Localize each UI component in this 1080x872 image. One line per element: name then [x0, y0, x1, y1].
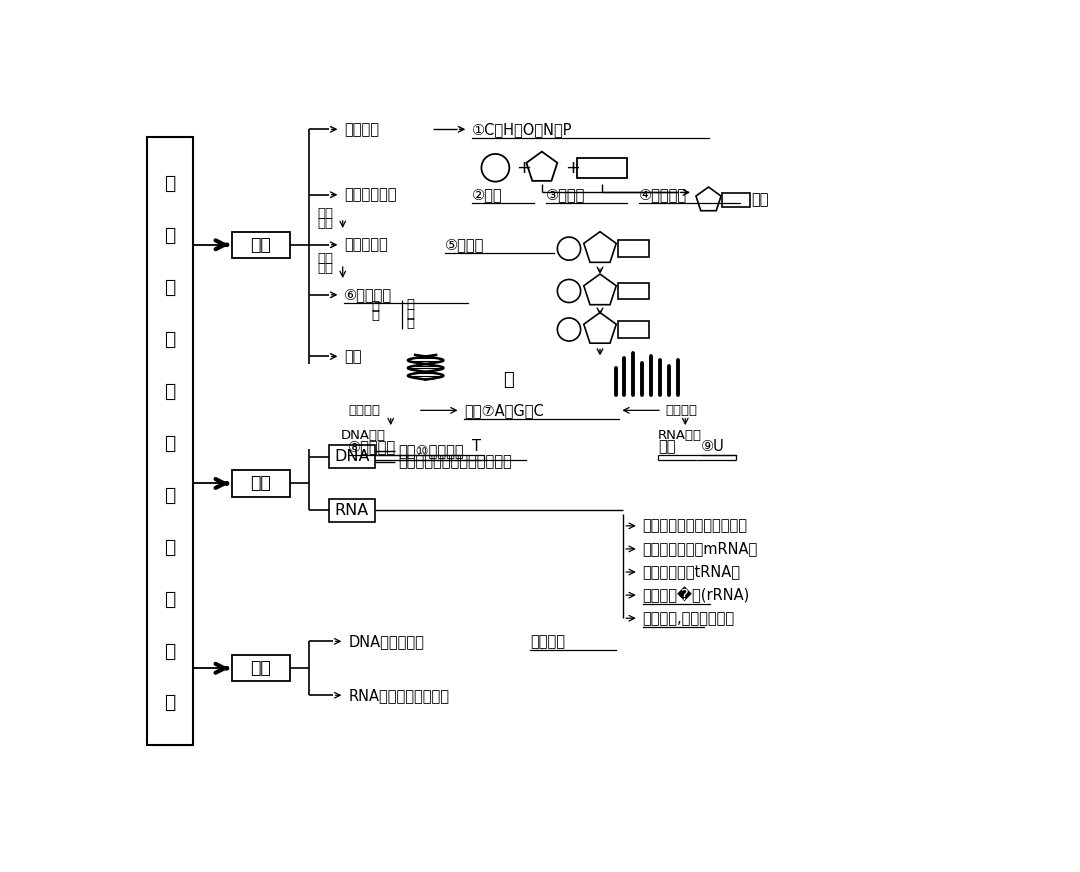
- Text: 或: 或: [406, 298, 415, 311]
- Text: 作为遗传物质（某些病毒）: 作为遗传物质（某些病毒）: [643, 518, 747, 534]
- Text: T: T: [472, 439, 481, 454]
- Text: 相互: 相互: [318, 208, 333, 221]
- Text: 构: 构: [164, 382, 175, 400]
- Bar: [147, 137, 193, 746]
- Text: ⑧脱氧核糖: ⑧脱氧核糖: [348, 439, 396, 454]
- Text: 、: 、: [164, 433, 175, 453]
- Text: DNA主要分布于: DNA主要分布于: [348, 634, 424, 649]
- Bar: [232, 655, 291, 681]
- Text: 携带⑩遗传信息: 携带⑩遗传信息: [399, 444, 464, 459]
- Text: 功: 功: [164, 486, 175, 505]
- Text: 、: 、: [164, 589, 175, 609]
- Text: ⑬细胞核: ⑬细胞核: [530, 634, 565, 649]
- Text: 分: 分: [164, 642, 175, 660]
- Text: 一: 一: [372, 300, 379, 313]
- Bar: [618, 321, 649, 338]
- Text: 布: 布: [164, 693, 175, 712]
- Text: ⑪组成核�体(rRNA): ⑪组成核�体(rRNA): [643, 587, 750, 603]
- Text: +: +: [565, 159, 580, 177]
- Text: ④含氮碱基: ④含氮碱基: [638, 187, 687, 202]
- Text: DNA: DNA: [334, 449, 369, 464]
- Text: 的: 的: [164, 277, 175, 296]
- Text: DNA特有: DNA特有: [340, 429, 386, 442]
- Text: 元素组成: 元素组成: [345, 122, 379, 137]
- Bar: [577, 158, 627, 178]
- Text: 条: 条: [372, 309, 379, 322]
- Bar: [232, 232, 291, 258]
- Text: RNA主要分布于细胞质: RNA主要分布于细胞质: [348, 688, 449, 703]
- Text: 聚合: 聚合: [318, 262, 333, 276]
- Text: ⑨U: ⑨U: [701, 439, 725, 454]
- Bar: [723, 194, 750, 207]
- Bar: [328, 445, 375, 468]
- Text: ③五碳糖: ③五碳糖: [545, 187, 585, 202]
- Text: 结构: 结构: [251, 235, 271, 254]
- Text: 核: 核: [164, 174, 175, 193]
- Text: 分布: 分布: [251, 659, 271, 678]
- Text: ⑫作为酶,具有催化作用: ⑫作为酶,具有催化作用: [643, 610, 734, 626]
- Text: 共有⑦A、G、C: 共有⑦A、G、C: [464, 403, 544, 418]
- Text: 传递遗传信息（mRNA）: 传递遗传信息（mRNA）: [643, 542, 758, 556]
- Text: RNA特有: RNA特有: [658, 429, 702, 442]
- Text: 条: 条: [406, 317, 415, 330]
- Bar: [232, 470, 291, 496]
- Text: ②磷酸: ②磷酸: [472, 187, 503, 202]
- Text: RNA: RNA: [335, 503, 369, 518]
- Text: 核酸: 核酸: [345, 349, 362, 364]
- Bar: [328, 499, 375, 522]
- Text: 功能: 功能: [251, 474, 271, 493]
- Text: ⑤核苷酸: ⑤核苷酸: [445, 237, 484, 252]
- Text: 或: 或: [503, 371, 514, 389]
- Text: 结: 结: [164, 330, 175, 349]
- Text: 两: 两: [406, 308, 415, 321]
- Text: 酸: 酸: [164, 226, 175, 245]
- Text: 多为单链: 多为单链: [666, 404, 698, 417]
- Text: 核苷: 核苷: [751, 193, 769, 208]
- Text: 能: 能: [164, 537, 175, 556]
- Text: +: +: [516, 159, 531, 177]
- Text: 小分子物质：: 小分子物质：: [345, 187, 396, 202]
- Text: 多为双链: 多为双链: [348, 404, 380, 417]
- Text: 脱水: 脱水: [318, 252, 333, 265]
- Text: 连接: 连接: [318, 217, 333, 230]
- Text: 控制遗传、变异和蛋白质合成: 控制遗传、变异和蛋白质合成: [399, 454, 512, 469]
- Text: ①C、H、O、N、P: ①C、H、O、N、P: [472, 122, 572, 137]
- Bar: [618, 283, 649, 299]
- Text: 核糖: 核糖: [658, 439, 676, 454]
- Bar: [618, 240, 649, 257]
- Text: 基本单位：: 基本单位：: [345, 237, 388, 252]
- Text: 运输氨基酸（tRNA）: 运输氨基酸（tRNA）: [643, 564, 741, 580]
- Text: ⑥核苷酸链: ⑥核苷酸链: [345, 288, 392, 303]
